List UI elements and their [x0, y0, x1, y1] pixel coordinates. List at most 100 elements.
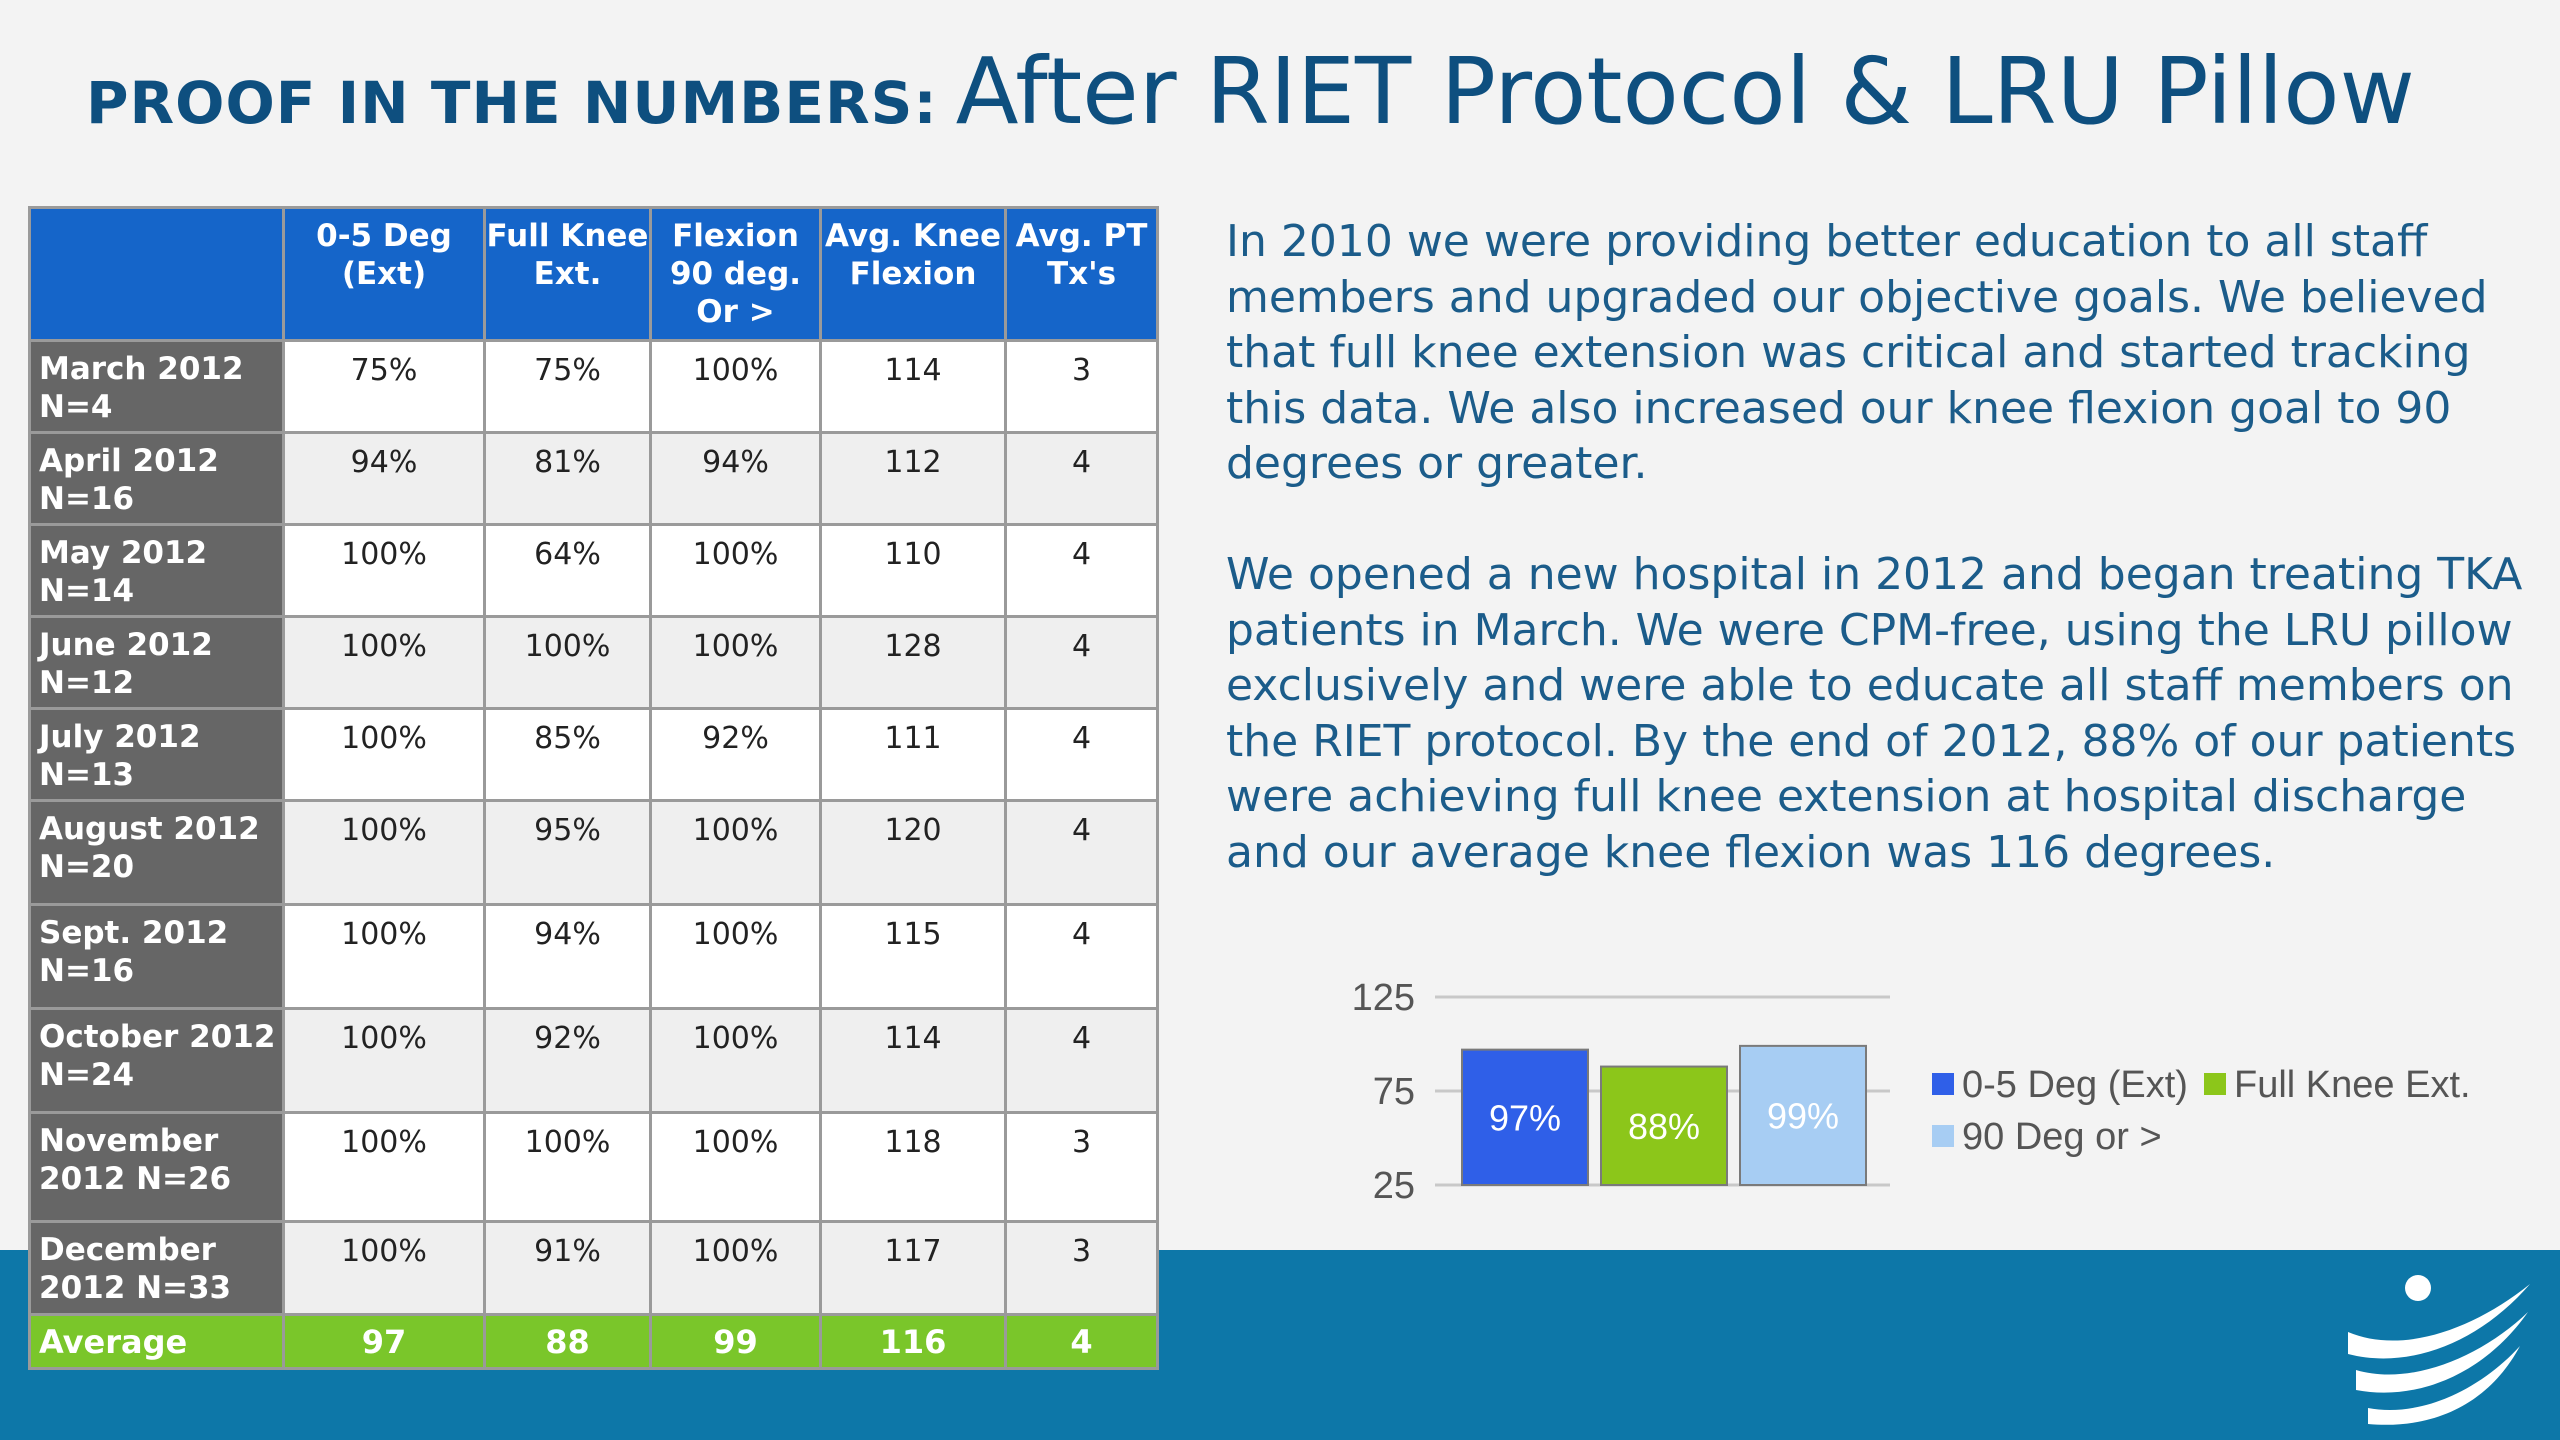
header-corner — [28, 206, 285, 342]
y-tick-label: 75 — [1373, 1071, 1415, 1113]
table-cell: 100% — [649, 1007, 822, 1114]
average-cell: 4 — [1004, 1313, 1159, 1370]
bar-data-label: 88% — [1628, 1106, 1700, 1147]
table-cell: 3 — [1004, 1111, 1159, 1223]
table-cell: 110 — [819, 523, 1007, 618]
table-cell: 100% — [282, 523, 486, 618]
table-cell: 100% — [282, 1220, 486, 1316]
table-cell: 114 — [819, 1007, 1007, 1114]
y-tick-label: 25 — [1373, 1165, 1415, 1207]
legend-label: 0-5 Deg (Ext) — [1962, 1064, 2188, 1106]
row-label: Sept. 2012 N=16 — [28, 903, 285, 1010]
table-cell: 4 — [1004, 1007, 1159, 1114]
table-cell: 120 — [819, 799, 1007, 906]
table-cell: 117 — [819, 1220, 1007, 1316]
row-label: November 2012 N=26 — [28, 1111, 285, 1223]
bar — [1739, 1044, 1867, 1186]
row-label: August 2012 N=20 — [28, 799, 285, 906]
summary-bar-chart: 125 75 25 97% 88% 99% 0-5 Deg (Ext) Full Knee E… — [1352, 977, 2471, 1207]
table-cell: 100% — [649, 1220, 822, 1316]
table-row: December 2012 N=33 100% 91% 100% 117 3 — [28, 1220, 1159, 1316]
table-cell: 100% — [649, 903, 822, 1010]
table-cell: 4 — [1004, 799, 1159, 906]
table-cell: 100% — [282, 1007, 486, 1114]
table-cell: 114 — [819, 339, 1007, 434]
average-cell: 88 — [483, 1313, 652, 1370]
table-cell: 4 — [1004, 707, 1159, 802]
row-label: October 2012 N=24 — [28, 1007, 285, 1114]
row-label: June 2012 N=12 — [28, 615, 285, 710]
slide-title: PROOF IN THE NUMBERS: After RIET Protocol… — [86, 38, 2526, 148]
table-cell: 4 — [1004, 431, 1159, 526]
table-cell: 3 — [1004, 1220, 1159, 1316]
table-cell: 4 — [1004, 523, 1159, 618]
table-row: April 2012 N=16 94% 81% 94% 112 4 — [28, 431, 1159, 526]
table-cell: 100% — [649, 523, 822, 618]
average-cell: 97 — [282, 1313, 486, 1370]
legend-swatch — [1932, 1073, 1954, 1095]
row-label: March 2012 N=4 — [28, 339, 285, 434]
table-cell: 100% — [282, 903, 486, 1010]
title-main: After RIET Protocol & LRU Pillow — [955, 38, 2415, 145]
legend-label: 90 Deg or > — [1962, 1116, 2162, 1158]
bar — [1461, 1048, 1589, 1186]
table-cell: 112 — [819, 431, 1007, 526]
table-row: May 2012 N=14 100% 64% 100% 110 4 — [28, 523, 1159, 618]
table-cell: 4 — [1004, 615, 1159, 710]
table-row: March 2012 N=4 75% 75% 100% 114 3 — [28, 339, 1159, 434]
table-cell: 4 — [1004, 903, 1159, 1010]
y-tick-label: 125 — [1352, 977, 1415, 1019]
bar — [1600, 1065, 1728, 1186]
table-cell: 100% — [282, 1111, 486, 1223]
table-row: June 2012 N=12 100% 100% 100% 128 4 — [28, 615, 1159, 710]
results-paragraph: We opened a new hospital in 2012 and beg… — [1226, 549, 2523, 878]
average-cell: 116 — [819, 1313, 1007, 1370]
row-label: April 2012 N=16 — [28, 431, 285, 526]
table-cell: 81% — [483, 431, 652, 526]
table-row: July 2012 N=13 100% 85% 92% 111 4 — [28, 707, 1159, 802]
table-row: Sept. 2012 N=16 100% 94% 100% 115 4 — [28, 903, 1159, 1010]
results-table: 0-5 Deg (Ext) Full Knee Ext. Flexion 90 … — [28, 206, 1159, 1370]
table-header-row: 0-5 Deg (Ext) Full Knee Ext. Flexion 90 … — [28, 206, 1159, 342]
table-row: August 2012 N=20 100% 95% 100% 120 4 — [28, 799, 1159, 906]
intro-paragraph: In 2010 we were providing better educati… — [1226, 216, 2488, 489]
table-cell: 95% — [483, 799, 652, 906]
table-cell: 100% — [282, 799, 486, 906]
table-cell: 75% — [483, 339, 652, 434]
column-header: Avg. PT Tx's — [1004, 206, 1159, 342]
legend-swatch — [1932, 1125, 1954, 1147]
table-body: March 2012 N=4 75% 75% 100% 114 3 April 2012 N… — [28, 339, 1159, 1316]
table-cell: 100% — [483, 1111, 652, 1223]
table-cell: 100% — [649, 799, 822, 906]
bar-data-label: 97% — [1489, 1097, 1561, 1138]
table-cell: 75% — [282, 339, 486, 434]
table-cell: 94% — [483, 903, 652, 1010]
table-row: November 2012 N=26 100% 100% 100% 118 3 — [28, 1111, 1159, 1223]
table-cell: 91% — [483, 1220, 652, 1316]
average-cell: 99 — [649, 1313, 822, 1370]
row-label: December 2012 N=33 — [28, 1220, 285, 1316]
row-label: July 2012 N=13 — [28, 707, 285, 802]
table-cell: 100% — [282, 707, 486, 802]
table-cell: 64% — [483, 523, 652, 618]
table-cell: 3 — [1004, 339, 1159, 434]
legend-swatch — [2204, 1073, 2226, 1095]
table-cell: 92% — [483, 1007, 652, 1114]
average-row: Average 97 88 99 116 4 — [28, 1313, 1159, 1370]
table-cell: 85% — [483, 707, 652, 802]
table-cell: 128 — [819, 615, 1007, 710]
table-cell: 111 — [819, 707, 1007, 802]
table-cell: 100% — [483, 615, 652, 710]
table-cell: 118 — [819, 1111, 1007, 1223]
logo-icon — [2348, 1275, 2530, 1425]
table-cell: 94% — [649, 431, 822, 526]
table-cell: 94% — [282, 431, 486, 526]
column-header: Avg. Knee Flexion — [819, 206, 1007, 342]
table-cell: 100% — [649, 339, 822, 434]
table-cell: 115 — [819, 903, 1007, 1010]
table-row: October 2012 N=24 100% 92% 100% 114 4 — [28, 1007, 1159, 1114]
column-header: Flexion 90 deg. Or > — [649, 206, 822, 342]
table-cell: 92% — [649, 707, 822, 802]
bar-data-label: 99% — [1767, 1095, 1839, 1136]
legend-label: Full Knee Ext. — [2234, 1064, 2471, 1106]
